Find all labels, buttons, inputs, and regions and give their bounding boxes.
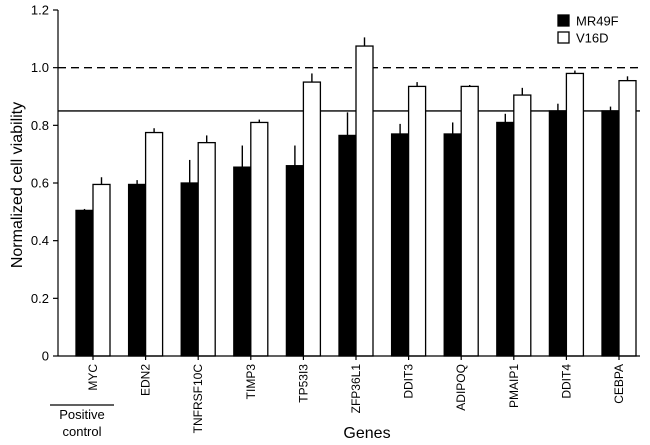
y-tick-label: 0.2: [31, 291, 49, 306]
x-category-label: ADIPOQ: [454, 364, 468, 411]
x-category-label: DDIT3: [402, 364, 416, 399]
y-axis-ticks: 0 0.2 0.4 0.6 0.8 1.0 1.2: [31, 3, 58, 364]
x-category-label: ZFP36L1: [349, 364, 363, 414]
x-category-label: DDIT4: [559, 364, 573, 399]
bar-v16d-cebpa: [618, 79, 637, 357]
x-category-label: PMAIP1: [507, 364, 521, 408]
legend-label-v16d: V16D: [576, 31, 609, 46]
bar-v16d-zfp36l1: [355, 45, 374, 357]
bar-mr49f-pmaip1: [496, 121, 515, 357]
bar-v16d-tp53i3: [302, 81, 322, 357]
bar-v16d-tnfrsf10c: [197, 141, 216, 357]
y-tick-label: 0.6: [31, 176, 49, 191]
positive-control-label-line2: control: [62, 424, 101, 439]
y-axis-title: Normalized cell viability: [9, 102, 26, 268]
bar-mr49f-tp53i3: [285, 165, 305, 357]
bar-mr49f-cebpa: [601, 110, 620, 357]
bar-mr49f-edn2: [127, 183, 147, 357]
bar-v16d-ddit3: [407, 85, 427, 357]
reference-lines: [58, 66, 640, 112]
x-category-label: TIMP3: [244, 364, 258, 400]
bar-v16d-timp3: [250, 121, 269, 357]
x-category-label: TP53I3: [296, 364, 310, 403]
bar-mr49f-ddit3: [390, 133, 410, 357]
bar-v16d-myc: [92, 183, 111, 357]
x-axis-title: Genes: [343, 425, 390, 442]
legend: MR49F V16D: [557, 14, 619, 46]
y-tick-label: 0.8: [31, 118, 49, 133]
bar-v16d-pmaip1: [513, 94, 532, 357]
bar-mr49f-tnfrsf10c: [180, 182, 199, 357]
y-tick-label: 1.2: [31, 3, 49, 18]
y-tick-label: 1.0: [31, 60, 49, 75]
bar-mr49f-timp3: [233, 166, 252, 357]
bar-mr49f-myc: [75, 209, 94, 357]
bar-mr49f-zfp36l1: [338, 134, 357, 357]
y-tick-label: 0.4: [31, 233, 49, 248]
positive-control-label-line1: Positive: [59, 407, 105, 422]
y-tick-label: 0: [42, 349, 49, 364]
bar-v16d-ddit4: [565, 72, 585, 357]
bar-v16d-adipoq: [460, 85, 479, 357]
bar-v16d-edn2: [144, 131, 164, 357]
x-category-label: TNFRSF10C: [191, 364, 205, 434]
bar-mr49f-adipoq: [443, 133, 462, 357]
legend-swatch-v16d: [557, 31, 570, 44]
positive-control-annotation: Positive control: [50, 404, 114, 439]
bars: [75, 37, 637, 357]
x-category-label: CEBPA: [612, 364, 626, 404]
legend-swatch-mr49f: [557, 14, 570, 27]
x-category-label: EDN2: [139, 364, 153, 396]
bar-mr49f-ddit4: [548, 110, 568, 357]
x-category-label: MYC: [86, 364, 100, 391]
legend-label-mr49f: MR49F: [576, 14, 619, 29]
x-axis-labels: MYC EDN2 TNFRSF10C TIMP3 TP53I3 ZFP36L1 DDIT3 A…: [86, 356, 626, 433]
